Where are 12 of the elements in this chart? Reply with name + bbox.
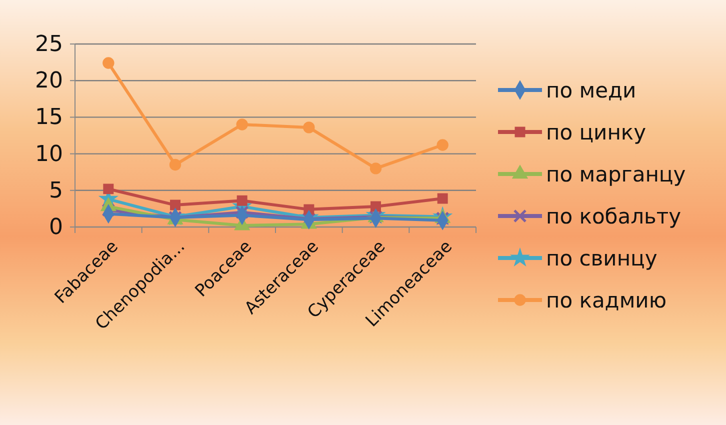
legend-label: по кадмию <box>546 288 666 312</box>
y-tick-label: 10 <box>35 142 63 167</box>
y-tick-label: 20 <box>35 68 63 94</box>
legend-label: по марганцу <box>546 162 686 186</box>
y-tick-label: 15 <box>35 105 63 130</box>
y-tick-label: 0 <box>49 215 63 240</box>
legend-label: по свинцу <box>546 246 658 270</box>
legend-label: по меди <box>546 78 636 102</box>
legend-label: по кобальту <box>546 204 682 228</box>
y-tick-label: 25 <box>35 32 63 58</box>
y-tick-label: 5 <box>49 178 63 204</box>
legend-label: по цинку <box>546 120 646 144</box>
